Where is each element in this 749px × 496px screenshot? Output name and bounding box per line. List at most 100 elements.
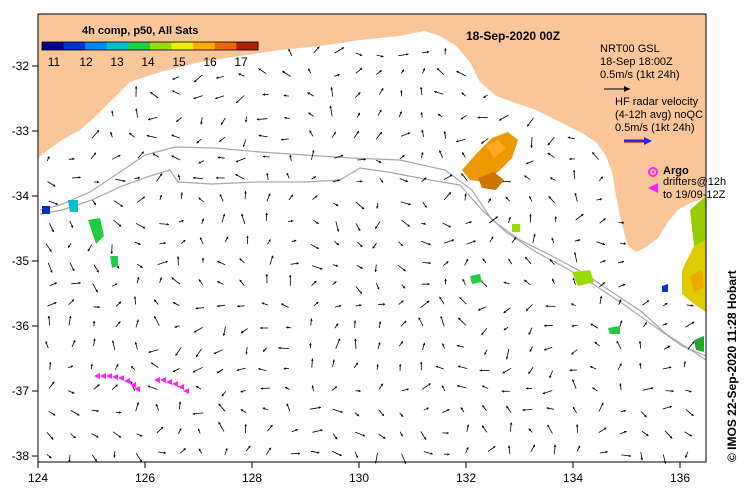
velocity-arrow-head xyxy=(493,446,496,449)
velocity-arrow-head xyxy=(136,319,139,322)
velocity-arrow-head xyxy=(379,132,382,135)
velocity-arrow-head xyxy=(268,447,271,451)
velocity-arrow-head xyxy=(97,305,100,309)
velocity-arrow-head xyxy=(78,281,81,285)
argo-label: Argo xyxy=(663,165,689,177)
velocity-arrow-head xyxy=(340,410,343,413)
velocity-arrow-head xyxy=(355,362,358,366)
velocity-arrow-head xyxy=(440,316,443,319)
plot-frame xyxy=(37,13,707,463)
velocity-arrow-head xyxy=(505,196,508,200)
velocity-arrow-head xyxy=(176,119,179,122)
velocity-arrow-head xyxy=(592,152,595,155)
velocity-arrow-head xyxy=(142,226,146,229)
velocity-arrow-head xyxy=(550,177,553,180)
velocity-arrow-head xyxy=(173,302,176,305)
velocity-arrow-head xyxy=(133,296,137,299)
velocity-arrow-head xyxy=(473,240,476,243)
velocity-arrow-head xyxy=(569,368,572,372)
velocity-arrow-head xyxy=(400,341,403,344)
velocity-arrow-head xyxy=(439,150,442,153)
velocity-arrow-head xyxy=(461,92,465,95)
velocity-arrow-head xyxy=(240,390,243,393)
drifters-until: to 19/09-12Z xyxy=(663,189,726,201)
velocity-arrow-head xyxy=(335,203,339,206)
velocity-arrow-head xyxy=(462,152,465,155)
velocity-arrow-head xyxy=(240,409,244,412)
y-tick-minus-38: -38 xyxy=(12,449,30,463)
imos-credit: © IMOS 22-Sep-2020 11:28 Hobart xyxy=(725,270,739,462)
velocity-arrow-head xyxy=(147,385,151,388)
velocity-arrow-head xyxy=(237,304,240,308)
velocity-arrow-head xyxy=(477,116,480,119)
velocity-arrow-head xyxy=(244,120,248,123)
velocity-arrow-head xyxy=(428,242,431,246)
drifter-marker xyxy=(112,374,118,380)
colorbar-segment xyxy=(150,42,173,50)
x-axis: 124 126 128 130 132 134 136 xyxy=(28,462,690,485)
velocity-arrow-head xyxy=(359,304,362,307)
velocity-arrow-head xyxy=(651,387,654,390)
velocity-arrow-head xyxy=(482,258,486,262)
velocity-arrow-head xyxy=(139,434,143,437)
velocity-arrow-head xyxy=(599,198,603,201)
velocity-arrow-head xyxy=(335,264,339,267)
velocity-arrow-head xyxy=(577,445,581,449)
argo-drifter-track-east xyxy=(154,377,189,394)
velocity-arrow-head xyxy=(73,435,76,438)
velocity-arrow-head xyxy=(49,362,52,365)
velocity-arrow-head xyxy=(379,70,382,73)
velocity-arrow-head xyxy=(420,361,423,364)
velocity-arrow-head xyxy=(333,281,337,284)
velocity-arrow-head xyxy=(528,428,532,431)
velocity-arrow-head xyxy=(667,345,671,349)
drifter-marker xyxy=(118,375,124,381)
velocity-arrow-head xyxy=(50,437,54,440)
velocity-arrow-head xyxy=(685,455,688,458)
velocity-arrow-head xyxy=(219,194,222,197)
velocity-arrow-head xyxy=(445,261,449,264)
velocity-arrow-head xyxy=(286,326,289,329)
velocity-arrow-head xyxy=(513,237,516,240)
velocity-arrow-head xyxy=(529,196,532,199)
velocity-arrow-head xyxy=(72,268,75,272)
velocity-arrow-head xyxy=(54,302,57,305)
velocity-arrow-head xyxy=(503,310,507,313)
velocity-arrow-head xyxy=(358,228,361,231)
velocity-arrow-head xyxy=(258,367,261,371)
colorbar-segment xyxy=(193,42,216,50)
velocity-arrow-head xyxy=(499,118,502,121)
velocity-arrow-head xyxy=(573,252,577,255)
velocity-arrow-head xyxy=(307,92,310,95)
velocity-arrow-head xyxy=(51,229,54,233)
velocity-arrow-head xyxy=(217,281,220,284)
velocity-arrow-head xyxy=(49,249,52,252)
velocity-arrow-head xyxy=(691,304,694,307)
velocity-arrow-head xyxy=(599,296,603,299)
velocity-arrow-head xyxy=(216,370,220,374)
velocity-arrow-head xyxy=(152,153,156,156)
velocity-arrow-head xyxy=(213,351,217,355)
velocity-arrow-head xyxy=(92,320,96,324)
velocity-arrow-head xyxy=(495,216,498,219)
drifter-marker xyxy=(160,377,166,383)
australian-coastline-land xyxy=(38,14,706,252)
velocity-arrow-head xyxy=(155,404,159,407)
velocity-arrow-head xyxy=(241,330,244,334)
hf-radar-scale: 0.5m/s (1kt 24h) xyxy=(615,122,694,134)
colorbar-segment xyxy=(214,42,237,50)
velocity-arrow-head xyxy=(622,283,626,287)
velocity-arrow-head xyxy=(120,204,123,207)
velocity-arrow-head xyxy=(52,184,56,187)
velocity-arrow-head xyxy=(261,302,265,305)
velocity-arrow-head xyxy=(115,384,118,387)
velocity-arrow-head xyxy=(361,206,365,210)
velocity-arrow-head xyxy=(506,406,509,409)
velocity-arrow-head xyxy=(461,173,464,176)
velocity-arrow-head xyxy=(179,428,182,431)
velocity-arrow-head xyxy=(526,308,529,311)
velocity-arrow-head xyxy=(313,176,316,179)
velocity-arrow-head xyxy=(263,349,266,352)
velocity-arrow-head xyxy=(217,156,220,159)
velocity-arrow-head xyxy=(334,386,337,389)
